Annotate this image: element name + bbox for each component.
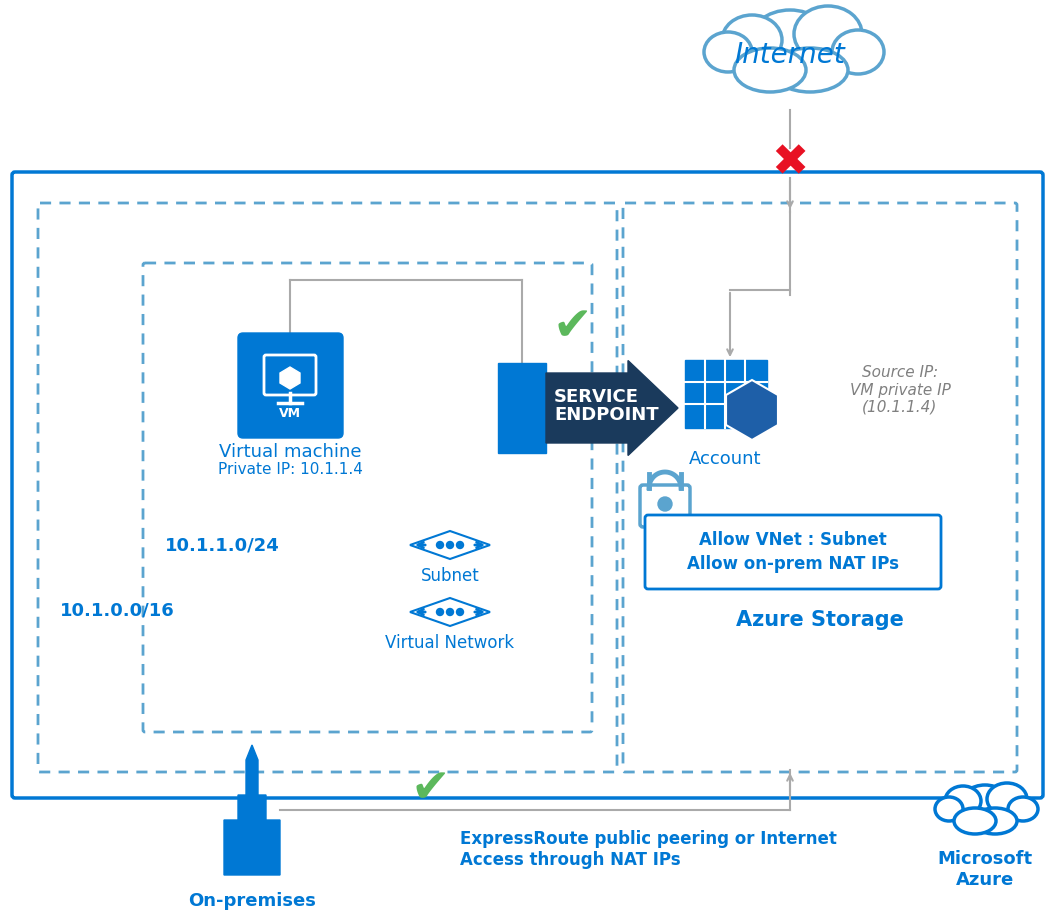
Ellipse shape	[935, 797, 963, 821]
Ellipse shape	[734, 48, 806, 92]
Text: 10.1.0.0/16: 10.1.0.0/16	[60, 601, 175, 619]
Ellipse shape	[794, 6, 862, 62]
Ellipse shape	[987, 783, 1027, 815]
Circle shape	[437, 609, 443, 616]
Ellipse shape	[722, 15, 782, 65]
FancyBboxPatch shape	[498, 363, 546, 453]
Circle shape	[446, 609, 454, 616]
Text: Account: Account	[689, 450, 762, 468]
Circle shape	[437, 541, 443, 549]
Text: ✔: ✔	[552, 305, 591, 350]
Ellipse shape	[973, 808, 1017, 834]
Ellipse shape	[772, 48, 849, 92]
Text: ✖: ✖	[771, 141, 808, 184]
FancyBboxPatch shape	[685, 360, 767, 428]
Text: VM: VM	[279, 407, 300, 420]
Ellipse shape	[960, 785, 1010, 825]
FancyBboxPatch shape	[12, 172, 1043, 798]
FancyBboxPatch shape	[640, 485, 690, 527]
Text: ENDPOINT: ENDPOINT	[554, 406, 659, 424]
Text: Virtual Network: Virtual Network	[385, 634, 514, 652]
Ellipse shape	[704, 32, 752, 72]
Text: 10.1.1.0/24: 10.1.1.0/24	[165, 536, 279, 554]
Polygon shape	[280, 367, 300, 389]
FancyArrow shape	[546, 361, 678, 455]
Circle shape	[456, 609, 463, 616]
Text: Internet: Internet	[734, 41, 845, 69]
Text: Private IP: 10.1.1.4: Private IP: 10.1.1.4	[218, 462, 363, 477]
Text: Microsoft
Azure: Microsoft Azure	[937, 850, 1033, 889]
FancyBboxPatch shape	[238, 333, 343, 438]
Ellipse shape	[748, 10, 832, 78]
Text: Allow VNet : Subnet: Allow VNet : Subnet	[699, 531, 887, 549]
Ellipse shape	[1008, 797, 1038, 821]
Ellipse shape	[832, 30, 884, 74]
Circle shape	[456, 541, 463, 549]
Text: SERVICE: SERVICE	[554, 388, 639, 406]
FancyBboxPatch shape	[645, 515, 941, 589]
Text: Subnet: Subnet	[421, 567, 479, 585]
Polygon shape	[224, 745, 280, 875]
Circle shape	[658, 497, 672, 511]
Text: Azure Storage: Azure Storage	[736, 610, 904, 630]
Circle shape	[446, 541, 454, 549]
Text: ExpressRoute public peering or Internet
Access through NAT IPs: ExpressRoute public peering or Internet …	[460, 830, 837, 869]
Ellipse shape	[954, 808, 996, 834]
Text: On-premises: On-premises	[188, 892, 316, 910]
Text: Source IP:
VM private IP
(10.1.1.4): Source IP: VM private IP (10.1.1.4)	[850, 365, 950, 415]
Text: Allow on-prem NAT IPs: Allow on-prem NAT IPs	[687, 555, 899, 573]
Ellipse shape	[945, 786, 981, 816]
Text: ✔: ✔	[411, 767, 450, 812]
Text: Virtual machine: Virtual machine	[219, 443, 361, 461]
